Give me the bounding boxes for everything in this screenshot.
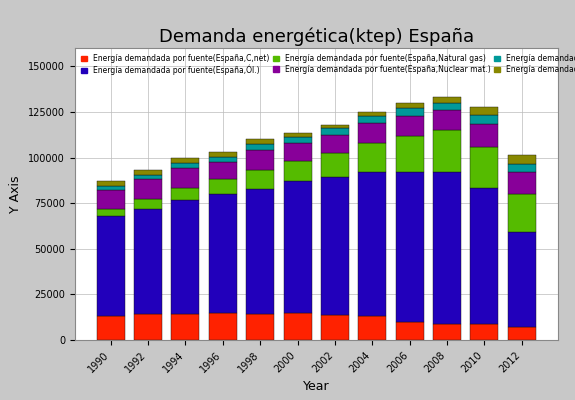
- Bar: [97, 216, 125, 316]
- Bar: [134, 314, 162, 340]
- Bar: [321, 128, 349, 135]
- Bar: [283, 161, 312, 181]
- Bar: [134, 170, 162, 175]
- Bar: [134, 209, 162, 314]
- X-axis label: Year: Year: [303, 380, 329, 393]
- Bar: [283, 143, 312, 161]
- Bar: [470, 124, 499, 148]
- Bar: [396, 172, 424, 322]
- Bar: [209, 179, 237, 194]
- Bar: [508, 164, 536, 172]
- Y-axis label: Y Axis: Y Axis: [9, 175, 22, 213]
- Bar: [321, 125, 349, 128]
- Bar: [209, 156, 237, 162]
- Bar: [209, 162, 237, 179]
- Bar: [508, 194, 536, 232]
- Bar: [508, 327, 536, 340]
- Bar: [358, 143, 386, 172]
- Title: Demanda energética(ktep) España: Demanda energética(ktep) España: [159, 28, 474, 46]
- Bar: [470, 324, 499, 340]
- Bar: [97, 316, 125, 340]
- Bar: [358, 116, 386, 123]
- Bar: [396, 322, 424, 340]
- Bar: [470, 188, 499, 324]
- Bar: [396, 103, 424, 108]
- Bar: [396, 136, 424, 172]
- Bar: [470, 107, 499, 115]
- Bar: [134, 179, 162, 200]
- Bar: [246, 314, 274, 340]
- Bar: [171, 168, 200, 188]
- Bar: [433, 130, 461, 172]
- Bar: [171, 200, 200, 314]
- Bar: [209, 152, 237, 156]
- Bar: [134, 175, 162, 179]
- Bar: [246, 170, 274, 188]
- Bar: [358, 112, 386, 116]
- Bar: [246, 188, 274, 314]
- Bar: [97, 186, 125, 190]
- Bar: [433, 172, 461, 324]
- Bar: [508, 232, 536, 327]
- Bar: [283, 313, 312, 340]
- Bar: [433, 324, 461, 340]
- Bar: [321, 153, 349, 177]
- Bar: [433, 103, 461, 110]
- Bar: [433, 97, 461, 103]
- Bar: [396, 108, 424, 116]
- Bar: [508, 172, 536, 194]
- Bar: [321, 177, 349, 315]
- Bar: [470, 115, 499, 124]
- Bar: [508, 155, 536, 164]
- Bar: [246, 144, 274, 150]
- Bar: [171, 163, 200, 168]
- Bar: [358, 172, 386, 316]
- Legend: Energía demandada por fuente(España,C,net), Energía demandada por fuente(España,: Energía demandada por fuente(España,C,ne…: [79, 52, 575, 78]
- Bar: [246, 139, 274, 144]
- Bar: [209, 313, 237, 340]
- Bar: [358, 316, 386, 340]
- Bar: [283, 133, 312, 138]
- Bar: [396, 116, 424, 136]
- Bar: [283, 181, 312, 313]
- Bar: [321, 135, 349, 153]
- Bar: [433, 110, 461, 130]
- Bar: [171, 158, 200, 163]
- Bar: [283, 138, 312, 143]
- Bar: [246, 150, 274, 170]
- Bar: [171, 188, 200, 200]
- Bar: [358, 123, 386, 143]
- Bar: [209, 194, 237, 313]
- Bar: [470, 148, 499, 188]
- Bar: [97, 190, 125, 209]
- Bar: [97, 209, 125, 216]
- Bar: [171, 314, 200, 340]
- Bar: [134, 200, 162, 209]
- Bar: [321, 315, 349, 340]
- Bar: [97, 181, 125, 186]
